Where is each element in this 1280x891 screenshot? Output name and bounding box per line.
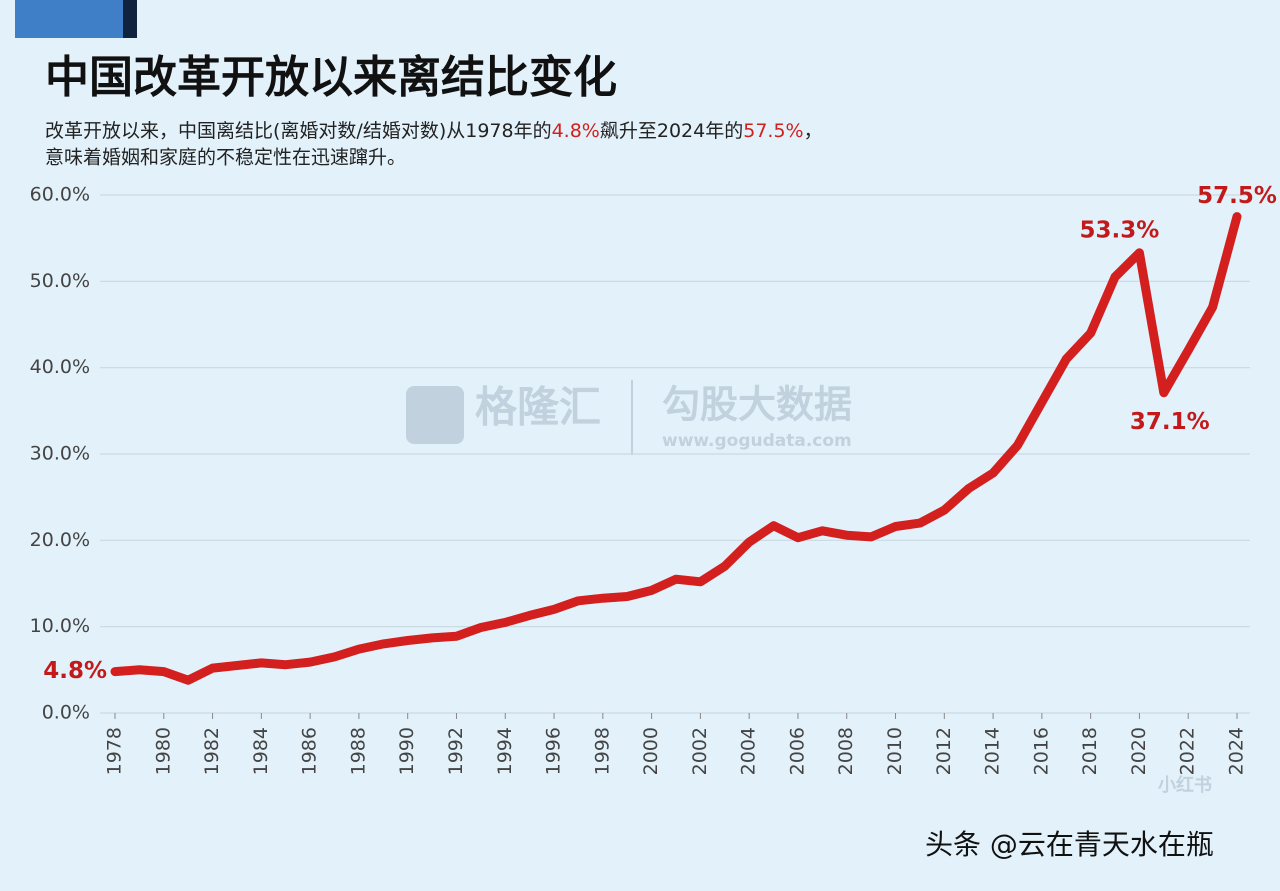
subtitle-part: 飙升至2024年的 [600,120,743,142]
x-tick-label: 1990 [396,727,418,775]
y-tick-label: 40.0% [30,356,90,378]
y-tick-label: 30.0% [30,443,90,465]
x-tick-label: 2018 [1079,727,1101,775]
y-tick-label: 50.0% [30,270,90,292]
watermark: 勾股大数据 [662,383,852,427]
x-tick-label: 2008 [835,727,857,775]
x-tick-label: 1994 [494,727,516,775]
subtitle-part: 57.5% [743,120,803,142]
x-tick-label: 2020 [1128,727,1150,775]
x-tick-label: 2006 [786,727,808,775]
x-tick-label: 1982 [201,727,223,775]
x-tick-label: 2000 [640,727,662,775]
x-tick-label: 2004 [738,727,760,775]
x-tick-label: 2022 [1177,727,1199,775]
subtitle-part: ， [804,120,823,142]
data-label: 53.3% [1080,217,1160,243]
subtitle-part: 4.8% [552,120,600,142]
x-tick-label: 2016 [1030,727,1052,775]
watermark: 小红书 [1158,774,1212,796]
x-tick-label: 2002 [689,727,711,775]
watermark: 格隆汇 [475,383,601,432]
x-tick-label: 1988 [347,727,369,775]
x-tick-label: 1992 [445,727,467,775]
x-tick-label: 1996 [543,727,565,775]
y-tick-label: 0.0% [42,702,90,724]
data-label: 57.5% [1197,183,1277,209]
subtitle: 意味着婚姻和家庭的不稳定性在迅速蹿升。 [45,147,406,169]
watermark: 头条 @云在青天水在瓶 [925,828,1214,861]
watermark: www.gogudata.com [662,431,852,451]
x-tick-label: 2014 [982,727,1004,775]
x-tick-label: 1984 [250,727,272,775]
x-tick-label: 1978 [104,727,126,775]
decor [123,0,137,38]
x-tick-label: 2012 [933,727,955,775]
x-tick-label: 2024 [1226,727,1248,775]
y-tick-label: 60.0% [30,184,90,206]
data-line [110,212,1242,685]
data-label: 4.8% [43,658,107,684]
x-tick-label: 1986 [299,727,321,775]
watermark-logo [406,386,464,444]
x-tick-label: 2010 [884,727,906,775]
y-tick-label: 10.0% [30,615,90,637]
x-tick-label: 1980 [152,727,174,775]
chart-title: 中国改革开放以来离结比变化 [45,52,617,103]
decor [15,0,123,38]
y-tick-label: 20.0% [30,529,90,551]
subtitle: 改革开放以来，中国离结比(离婚对数/结婚对数)从1978年的4.8%飙升至202… [45,120,823,142]
subtitle-part: 改革开放以来，中国离结比(离婚对数/结婚对数)从1978年的 [45,120,552,142]
data-label: 37.1% [1130,409,1210,435]
x-tick-label: 1998 [591,727,613,775]
